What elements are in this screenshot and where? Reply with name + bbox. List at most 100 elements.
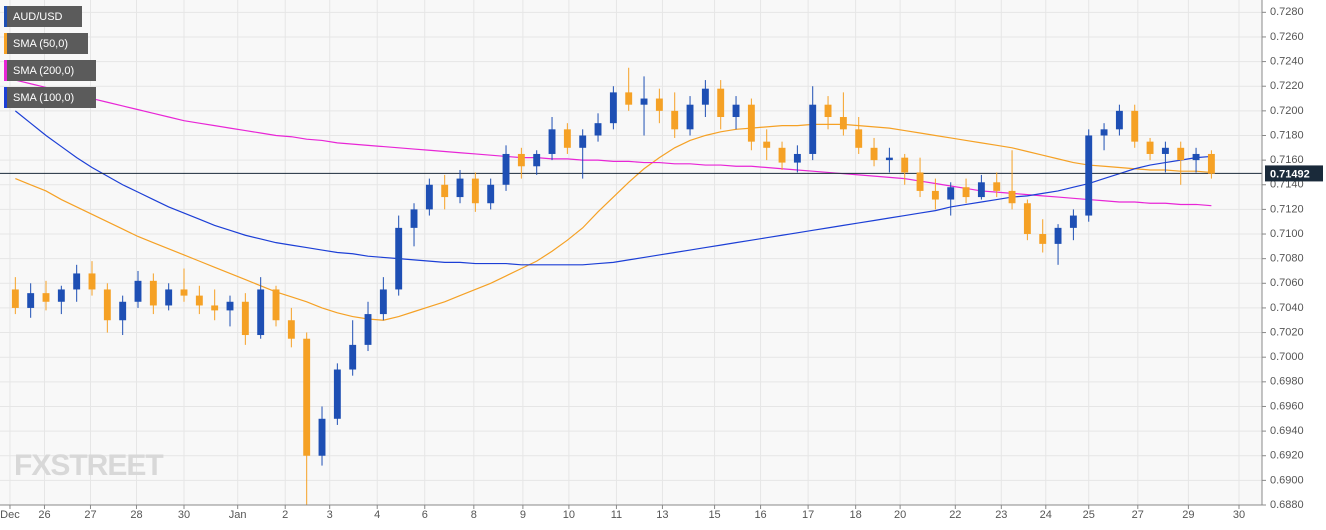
candle-body: [241, 301, 249, 336]
candle-body: [165, 289, 173, 306]
x-tick-label: 30: [178, 509, 190, 521]
candle-body: [1192, 153, 1200, 161]
candle-body: [349, 344, 357, 370]
x-tick-label: 25: [1083, 509, 1095, 521]
y-tick-label: 0.7220: [1270, 80, 1304, 92]
candle-body: [195, 295, 203, 306]
candle-body: [502, 153, 510, 185]
candle-body: [1177, 147, 1185, 161]
x-tick-label: 13: [656, 509, 668, 521]
legend-box: [4, 33, 88, 54]
legend-label: AUD/USD: [13, 11, 63, 23]
candle-body: [548, 129, 556, 154]
x-tick-label: 22: [949, 509, 961, 521]
x-tick-label: Jan: [229, 509, 247, 521]
y-tick-label: 0.6880: [1270, 499, 1304, 511]
x-tick-label: 30: [1233, 509, 1245, 521]
candle-body: [379, 289, 387, 315]
candle-body: [717, 88, 725, 118]
y-tick-label: 0.6960: [1270, 400, 1304, 412]
x-tick-label: 4: [374, 509, 380, 521]
y-tick-label: 0.7260: [1270, 31, 1304, 43]
candle-body: [609, 92, 617, 124]
y-tick-label: 0.7040: [1270, 302, 1304, 314]
y-tick-label: 0.7120: [1270, 203, 1304, 215]
candle-body: [57, 289, 65, 302]
candle-body: [962, 187, 970, 198]
candle-body: [441, 184, 449, 198]
candle-body: [487, 184, 495, 204]
candle-body: [701, 88, 709, 105]
candle-body: [103, 289, 111, 321]
candle-body: [686, 104, 694, 130]
candle-body: [824, 104, 832, 118]
candle-body: [1023, 203, 1031, 235]
candle-body: [364, 314, 372, 345]
legend-box: [4, 87, 96, 108]
y-tick-label: 0.6980: [1270, 376, 1304, 388]
candle-body: [1008, 190, 1016, 204]
candle-body: [1131, 110, 1139, 142]
legend-label: SMA (200,0): [13, 65, 74, 77]
candle-body: [333, 369, 341, 419]
candle-body: [1115, 110, 1123, 130]
candle-body: [119, 301, 127, 321]
candle-body: [27, 293, 35, 308]
y-tick-label: 0.7200: [1270, 105, 1304, 117]
candle-body: [901, 157, 909, 173]
candle-body: [732, 104, 740, 118]
candle-body: [778, 147, 786, 163]
candle-body: [1146, 141, 1154, 154]
candle-body: [226, 301, 234, 311]
y-tick-label: 0.7140: [1270, 179, 1304, 191]
candle-body: [318, 418, 326, 456]
candle-body: [947, 187, 955, 200]
candle-body: [42, 293, 50, 302]
x-tick-label: 27: [1132, 509, 1144, 521]
y-tick-label: 0.7180: [1270, 129, 1304, 141]
x-tick-label: 15: [708, 509, 720, 521]
candle-body: [594, 123, 602, 136]
candle-body: [287, 320, 295, 339]
candle-body: [885, 157, 893, 161]
candle-body: [149, 280, 157, 306]
x-tick-label: 18: [850, 509, 862, 521]
x-tick-label: 11: [611, 509, 622, 521]
sma-line: [15, 123, 1212, 321]
x-tick-label: 8: [471, 509, 477, 521]
x-tick-label: 9: [520, 509, 526, 521]
x-tick-label: 2: [282, 509, 288, 521]
x-tick-label: 26: [38, 509, 50, 521]
legend-label: SMA (100,0): [13, 92, 74, 104]
last-price-label: 0.71492: [1270, 168, 1310, 180]
x-tick-label: 16: [754, 509, 766, 521]
legend-box: [4, 60, 96, 81]
legend-swatch: [4, 87, 7, 108]
y-tick-label: 0.6920: [1270, 450, 1304, 462]
candle-body: [870, 147, 878, 161]
candle-body: [1069, 215, 1077, 228]
x-tick-label: 10: [563, 509, 575, 521]
candle-body: [855, 129, 863, 148]
candle-body: [456, 178, 464, 198]
x-tick-label: 24: [1040, 509, 1052, 521]
candle-body: [1085, 135, 1093, 216]
candle-body: [88, 273, 96, 290]
x-tick-label: 17: [802, 509, 814, 521]
candle-body: [671, 110, 679, 130]
x-tick-label: 3: [327, 509, 333, 521]
candle-body: [257, 289, 265, 336]
candle-body: [73, 273, 81, 290]
legend-box: [4, 6, 82, 27]
y-tick-label: 0.7020: [1270, 326, 1304, 338]
legend-label: SMA (50,0): [13, 38, 68, 50]
x-tick-label: Dec: [0, 509, 20, 521]
candle-body: [1039, 234, 1047, 244]
candle-body: [977, 182, 985, 198]
candle-body: [533, 153, 541, 167]
y-tick-label: 0.7000: [1270, 351, 1304, 363]
candle-body: [425, 184, 433, 210]
candle-body: [931, 190, 939, 200]
x-tick-label: 29: [1182, 509, 1194, 521]
